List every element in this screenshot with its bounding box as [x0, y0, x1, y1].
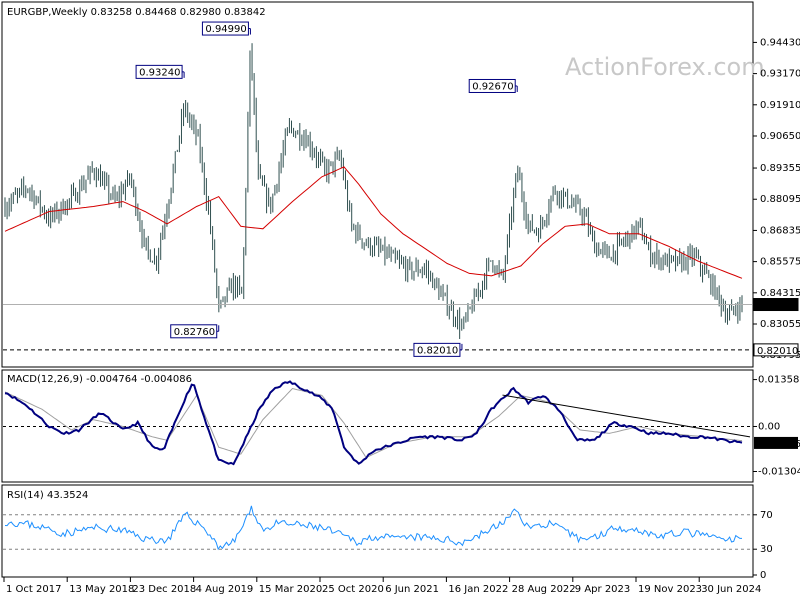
macd-tick-label: 0.013583 — [758, 375, 800, 386]
time-tick-label: 15 Mar 2020 — [259, 584, 322, 595]
price-annotations: 0.93240 0.94990 0.82760 0.82010 0.92670 — [135, 21, 518, 357]
time-tick-label: 23 Dec 2018 — [132, 584, 196, 595]
time-tick-label: 28 Aug 2022 — [512, 584, 576, 595]
annotation-label: 0.82760 — [174, 327, 215, 338]
time-tick-label: 9 Apr 2023 — [575, 584, 630, 595]
current-price-label: 0.83842 — [757, 301, 798, 312]
price-tick-label: 0.84315 — [760, 288, 800, 299]
main-header: EURGBP,Weekly 0.83258 0.84468 0.82980 0.… — [7, 7, 266, 18]
time-tick-label: 25 Oct 2020 — [322, 584, 384, 595]
macd-tick-label: -0.01304 — [758, 467, 800, 478]
rsi-tick-label: 0 — [760, 570, 766, 581]
macd-trendline — [502, 394, 751, 438]
time-tick-label: 30 Jun 2024 — [701, 584, 761, 595]
moving-average — [4, 166, 743, 279]
support-label-bg — [753, 343, 799, 357]
annotation-box — [468, 78, 516, 93]
time-tick-label: 19 Nov 2023 — [638, 584, 702, 595]
rsi-header: RSI(14) 43.3524 — [7, 490, 88, 501]
annotation-box — [413, 342, 461, 357]
time-tick-label: 13 May 2018 — [69, 584, 134, 595]
price-axis: 0.94430 0.93170 0.91910 0.90650 0.89355 0.880… — [753, 37, 800, 361]
rsi-axis: 70 30 0 — [753, 510, 773, 581]
time-tick-label: 1 Oct 2017 — [6, 584, 61, 595]
rsi-tick-label: 30 — [760, 544, 773, 555]
price-tick-label: 0.94430 — [760, 37, 800, 48]
price-tick-label: 0.83055 — [760, 319, 800, 330]
support-label: 0.82010 — [757, 346, 798, 357]
current-price-label-bg — [753, 298, 799, 312]
price-tick-label: 0.88095 — [760, 194, 800, 205]
rsi-tick-label: 70 — [760, 510, 773, 521]
macd-line — [4, 380, 743, 466]
time-tick-label: 6 Jun 2021 — [385, 584, 439, 595]
price-tick-label: 0.93170 — [760, 69, 800, 80]
annotation-label: 0.94990 — [205, 24, 246, 35]
macd-axis: 0.013583 0.00 -0.01304 -0.004764 — [753, 375, 800, 478]
price-tick-label: 0.89355 — [760, 163, 800, 174]
macd-indicator — [3, 380, 752, 466]
annotation-box — [201, 21, 249, 36]
macd-tick-label: 0.00 — [758, 421, 780, 432]
annotation-box — [170, 324, 218, 339]
price-tick-label: 0.85575 — [760, 257, 800, 268]
time-tick-label: 4 Aug 2019 — [196, 584, 254, 595]
price-bars — [3, 43, 752, 351]
macd-current-label: -0.004764 — [756, 439, 800, 450]
macd-header: MACD(12,26,9) -0.004764 -0.004086 — [7, 374, 192, 385]
price-tick-label: 0.90650 — [760, 131, 800, 142]
macd-current-bg — [754, 436, 798, 449]
rsi-indicator — [3, 505, 752, 551]
annotation-label: 0.82010 — [417, 345, 458, 356]
time-tick-label: 16 Jan 2022 — [448, 584, 508, 595]
annotation-box — [135, 64, 183, 79]
annotation-label: 0.93240 — [139, 67, 180, 78]
price-tick-label: 0.86835 — [760, 225, 800, 236]
watermark: ActionForex.com — [565, 53, 765, 81]
annotation-label: 0.92670 — [472, 81, 513, 92]
rsi-line — [4, 505, 742, 551]
price-tick-label: 0.91910 — [760, 100, 800, 111]
moving-average-line — [4, 166, 743, 279]
